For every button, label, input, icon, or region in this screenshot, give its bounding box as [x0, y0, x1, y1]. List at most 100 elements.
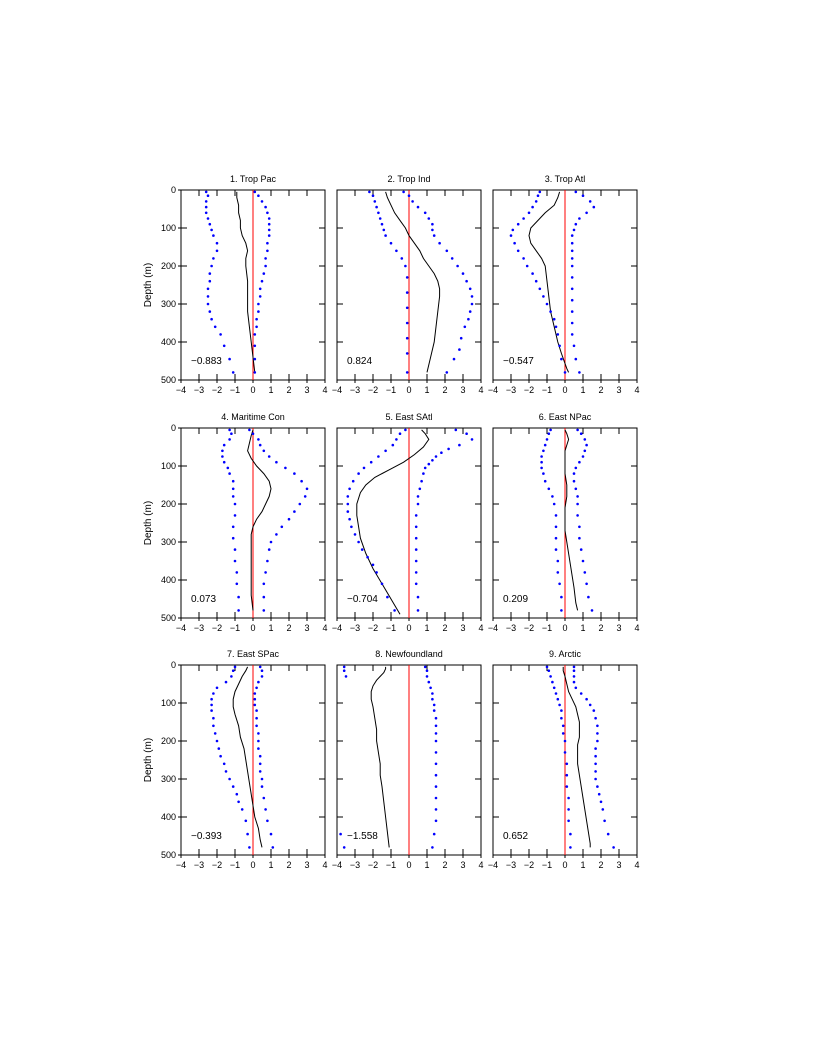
- y-tick-label: 100: [161, 461, 176, 471]
- bound-point: [217, 747, 221, 750]
- bound-point: [531, 205, 534, 209]
- bound-point: [378, 217, 382, 220]
- bound-point: [267, 222, 271, 226]
- bound-point: [434, 739, 438, 743]
- bound-point: [556, 571, 560, 574]
- bound-point: [222, 443, 226, 447]
- bound-point: [362, 466, 366, 470]
- bound-point: [576, 428, 579, 432]
- bound-point: [264, 205, 267, 209]
- bound-point: [470, 295, 474, 298]
- bound-point: [414, 559, 418, 563]
- bound-point: [583, 571, 587, 574]
- bound-point: [222, 344, 226, 348]
- x-tick-label: 2: [286, 623, 291, 633]
- bound-point: [206, 194, 210, 197]
- bound-point: [206, 302, 210, 306]
- bound-point: [574, 222, 578, 226]
- bound-point: [579, 548, 583, 551]
- bound-point: [233, 665, 237, 669]
- bound-point: [432, 234, 436, 237]
- bound-point: [547, 487, 551, 491]
- correlation-label: 0.073: [191, 594, 216, 605]
- bound-point: [431, 228, 434, 232]
- bound-point: [228, 777, 231, 781]
- x-tick-label: −4: [332, 860, 342, 870]
- bound-point: [534, 279, 538, 283]
- bound-point: [596, 724, 599, 728]
- panel-title: 2. Trop Ind: [387, 174, 430, 184]
- bound-point: [348, 517, 351, 521]
- bound-point: [572, 665, 576, 669]
- bound-series-1: [339, 665, 348, 849]
- bound-series-2: [572, 665, 615, 849]
- bound-point: [368, 190, 371, 194]
- bound-point: [416, 609, 420, 612]
- bound-point: [570, 257, 574, 260]
- bound-point: [240, 808, 244, 811]
- bound-point: [346, 510, 350, 513]
- bound-point: [536, 194, 540, 197]
- bound-point: [266, 249, 269, 253]
- bound-point: [206, 287, 210, 291]
- bound-point: [210, 228, 213, 232]
- bound-point: [271, 846, 275, 849]
- x-tick-label: 0: [406, 860, 411, 870]
- y-tick-label: 0: [171, 185, 176, 195]
- bound-point: [511, 228, 515, 232]
- bound-point: [431, 692, 434, 695]
- bound-point: [592, 709, 596, 712]
- correlation-label: 0.209: [503, 594, 528, 605]
- bound-point: [258, 665, 262, 669]
- x-tick-label: −4: [176, 623, 186, 633]
- bound-point: [405, 352, 409, 355]
- bound-point: [231, 536, 235, 540]
- bound-series-1: [204, 190, 235, 374]
- bound-point: [391, 443, 395, 447]
- bound-point: [594, 777, 597, 781]
- x-tick-label: 3: [304, 623, 309, 633]
- bound-point: [215, 686, 219, 690]
- bound-point: [400, 257, 404, 260]
- mean-profile-line: [356, 429, 430, 615]
- bound-point: [226, 466, 230, 470]
- bound-point: [377, 211, 380, 215]
- bound-point: [592, 205, 596, 209]
- bound-point: [416, 495, 420, 498]
- x-tick-label: −1: [230, 860, 240, 870]
- bound-point: [393, 609, 396, 612]
- bound-point: [418, 487, 422, 491]
- bound-point: [581, 559, 585, 563]
- bound-point: [257, 747, 260, 750]
- bound-point: [522, 217, 525, 220]
- panel-title: 1. Trop Pac: [230, 174, 277, 184]
- x-tick-label: 0: [562, 860, 567, 870]
- bound-point: [230, 675, 233, 678]
- bound-point: [405, 276, 409, 279]
- bound-point: [427, 680, 431, 684]
- bound-point: [434, 724, 438, 728]
- bound-point: [253, 697, 257, 701]
- bound-point: [262, 272, 266, 275]
- bound-point: [572, 675, 576, 678]
- bound-point: [212, 257, 215, 260]
- bound-point: [262, 582, 266, 586]
- bound-point: [545, 438, 549, 441]
- bound-point: [260, 669, 264, 672]
- bound-point: [432, 832, 436, 836]
- x-tick-label: 1: [424, 623, 429, 633]
- x-tick-label: −1: [386, 860, 396, 870]
- bound-point: [386, 595, 389, 599]
- x-tick-label: 2: [442, 623, 447, 633]
- bound-point: [405, 306, 409, 310]
- bound-point: [298, 502, 302, 506]
- bound-point: [342, 846, 346, 849]
- bound-point: [405, 321, 409, 325]
- y-tick-label: 100: [161, 223, 176, 233]
- bound-point: [235, 582, 239, 586]
- bound-point: [233, 514, 237, 517]
- x-tick-label: −3: [194, 860, 204, 870]
- bound-point: [382, 228, 386, 232]
- bound-series-1: [346, 428, 407, 612]
- bound-point: [542, 295, 545, 298]
